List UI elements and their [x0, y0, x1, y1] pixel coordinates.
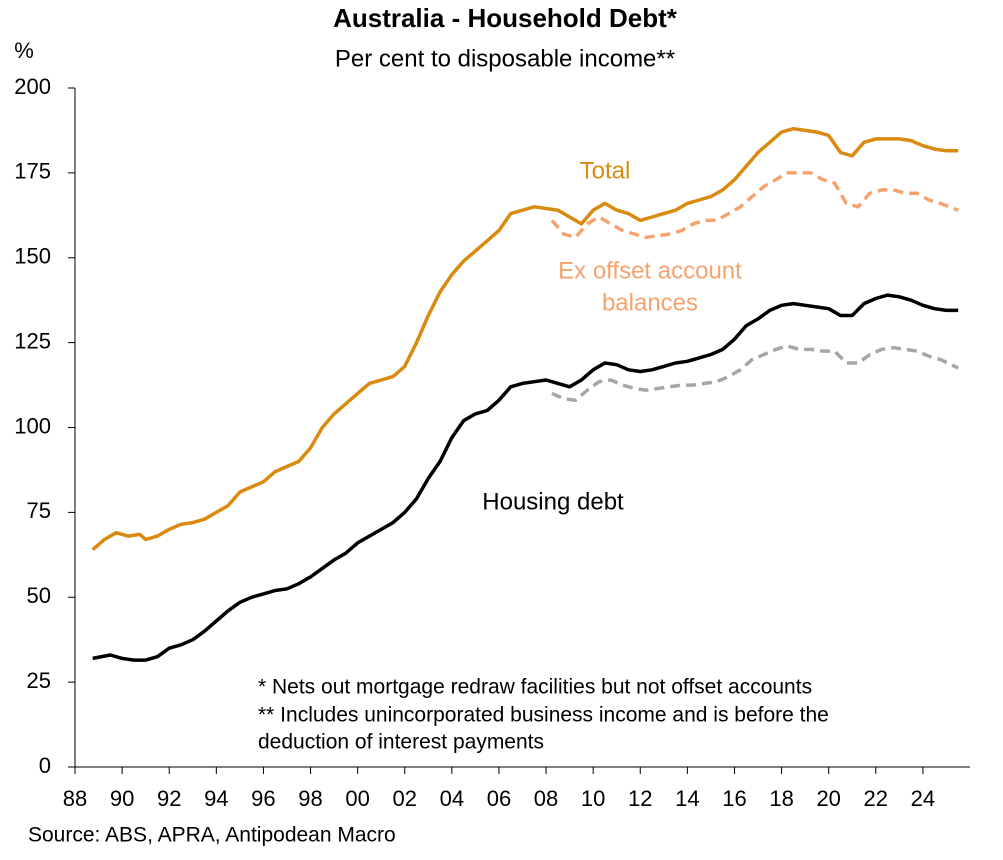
x-tick-label: 90	[110, 786, 134, 811]
y-unit: %	[14, 38, 34, 63]
x-tick-label: 10	[581, 786, 605, 811]
x-tick-label: 02	[392, 786, 416, 811]
series-line	[551, 344, 959, 403]
x-tick-label: 14	[675, 786, 699, 811]
x-tick-label: 20	[816, 786, 840, 811]
x-tick-label: 08	[534, 786, 558, 811]
y-tick-label: 25	[27, 668, 51, 693]
x-tick-label: 24	[911, 786, 935, 811]
y-tick-label: 150	[14, 244, 51, 269]
x-tick-label: 96	[251, 786, 275, 811]
note: ** Includes unincorporated business inco…	[258, 704, 829, 727]
y-tick-label: 200	[14, 74, 51, 99]
series-label: Ex offset account	[558, 257, 742, 284]
x-tick-label: 94	[204, 786, 228, 811]
y-tick-label: 100	[14, 413, 51, 438]
y-tick-label: 0	[39, 753, 51, 778]
series-line	[550, 171, 959, 240]
y-tick-label: 50	[27, 583, 51, 608]
x-tick-label: 12	[628, 786, 652, 811]
x-tick-label: 22	[864, 786, 888, 811]
source: Source: ABS, APRA, Antipodean Macro	[28, 824, 396, 847]
series-label: Housing debt	[482, 488, 624, 515]
chart-title: Australia - Household Debt*	[333, 3, 678, 33]
x-tick-label: 16	[722, 786, 746, 811]
x-tick-label: 04	[440, 786, 464, 811]
y-tick-label: 125	[14, 328, 51, 353]
note: * Nets out mortgage redraw facilities bu…	[258, 676, 812, 699]
x-tick-label: 06	[487, 786, 511, 811]
x-tick-label: 92	[157, 786, 181, 811]
x-tick-label: 18	[769, 786, 793, 811]
series-line	[91, 126, 959, 552]
y-tick-label: 75	[27, 498, 51, 523]
x-tick-label: 00	[345, 786, 369, 811]
x-tick-label: 88	[63, 786, 87, 811]
x-tick-label: 98	[298, 786, 322, 811]
series-line	[92, 293, 959, 662]
note: deduction of interest payments	[258, 731, 544, 754]
y-tick-label: 175	[14, 159, 51, 184]
series-label: balances	[602, 289, 698, 316]
series-label: Total	[580, 157, 631, 184]
chart-subtitle: Per cent to disposable income**	[335, 45, 675, 72]
